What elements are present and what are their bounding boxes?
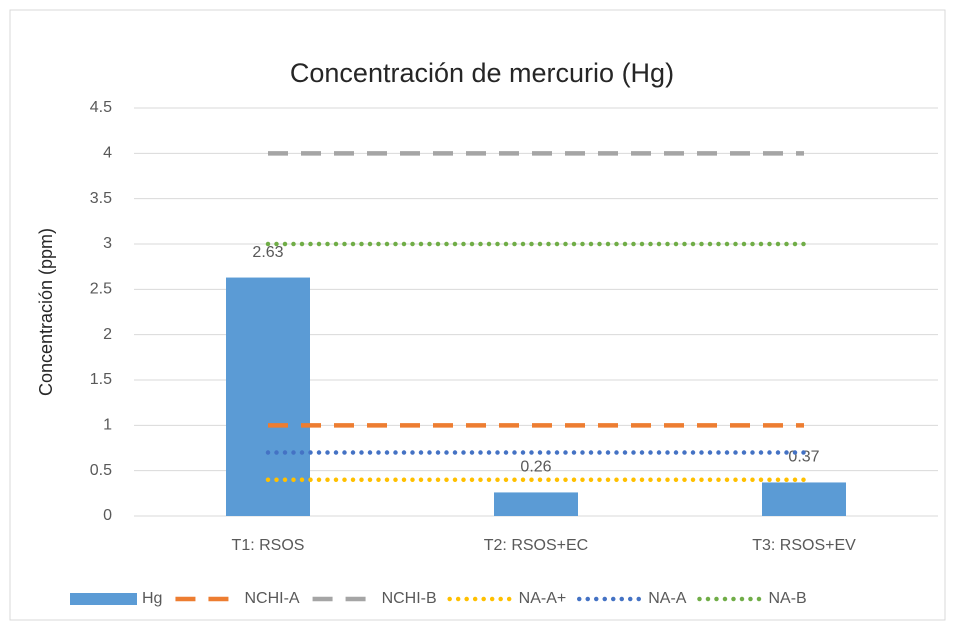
legend-label: NCHI-B <box>382 590 437 607</box>
chart-title: Concentración de mercurio (Hg) <box>290 58 674 88</box>
y-tick-label: 3.5 <box>90 190 112 207</box>
x-tick-label: T2: RSOS+EC <box>484 537 588 554</box>
data-label: 0.26 <box>520 459 551 476</box>
chart-frame <box>9 9 946 621</box>
bar <box>762 482 846 516</box>
legend-label: NCHI-A <box>244 590 299 607</box>
y-tick-label: 0 <box>103 507 112 524</box>
y-tick-label: 2 <box>103 326 112 343</box>
y-tick-label: 1 <box>103 417 112 434</box>
bar <box>226 277 310 516</box>
y-tick-label: 3 <box>103 235 112 252</box>
data-label: 2.63 <box>252 244 283 261</box>
x-tick-label: T3: RSOS+EV <box>752 537 856 554</box>
y-tick-label: 2.5 <box>90 281 112 298</box>
bar <box>494 492 578 516</box>
y-tick-label: 4.5 <box>90 99 112 116</box>
legend-swatch <box>70 593 137 605</box>
y-axis-label: Concentración (ppm) <box>36 228 56 396</box>
y-tick-label: 0.5 <box>90 462 112 479</box>
x-tick-label: T1: RSOS <box>232 537 305 554</box>
legend-label: Hg <box>142 590 162 607</box>
y-tick-label: 1.5 <box>90 371 112 388</box>
legend-label: NA-A+ <box>519 590 567 607</box>
legend-label: NA-A <box>648 590 687 607</box>
y-tick-label: 4 <box>103 145 112 162</box>
legend-label: NA-B <box>768 590 806 607</box>
